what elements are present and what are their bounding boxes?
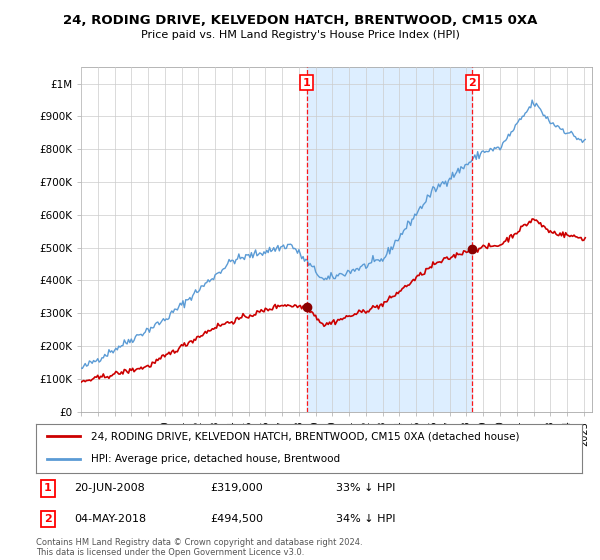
Text: 2: 2 [469,78,476,88]
Text: Price paid vs. HM Land Registry's House Price Index (HPI): Price paid vs. HM Land Registry's House … [140,30,460,40]
Text: 1: 1 [44,483,52,493]
Text: 24, RODING DRIVE, KELVEDON HATCH, BRENTWOOD, CM15 0XA: 24, RODING DRIVE, KELVEDON HATCH, BRENTW… [63,14,537,27]
Text: £319,000: £319,000 [211,483,263,493]
Text: 2: 2 [44,514,52,524]
Bar [307,67,472,412]
Text: 20-JUN-2008: 20-JUN-2008 [74,483,145,493]
Text: Contains HM Land Registry data © Crown copyright and database right 2024.
This d: Contains HM Land Registry data © Crown c… [36,538,362,557]
Text: 24, RODING DRIVE, KELVEDON HATCH, BRENTWOOD, CM15 0XA (detached house): 24, RODING DRIVE, KELVEDON HATCH, BRENTW… [91,431,519,441]
Text: HPI: Average price, detached house, Brentwood: HPI: Average price, detached house, Bren… [91,454,340,464]
Text: 1: 1 [303,78,311,88]
Text: 33% ↓ HPI: 33% ↓ HPI [337,483,395,493]
Text: £494,500: £494,500 [211,514,264,524]
Text: 34% ↓ HPI: 34% ↓ HPI [337,514,396,524]
Text: 04-MAY-2018: 04-MAY-2018 [74,514,146,524]
